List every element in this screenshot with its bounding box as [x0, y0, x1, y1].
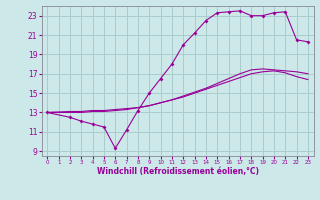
X-axis label: Windchill (Refroidissement éolien,°C): Windchill (Refroidissement éolien,°C): [97, 167, 259, 176]
